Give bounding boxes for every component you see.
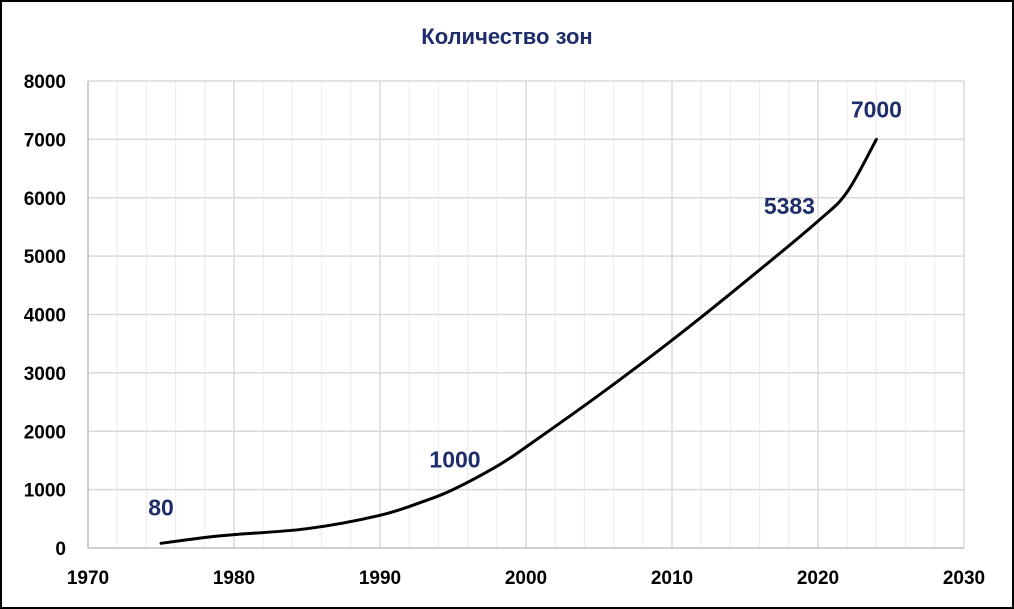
x-tick-label: 1990 [359,568,401,589]
y-tick-label: 3000 [24,364,66,385]
y-tick-label: 8000 [24,72,66,93]
x-tick-label: 2020 [797,568,839,589]
x-tick-label: 1970 [67,568,109,589]
y-tick-label: 0 [55,539,66,560]
x-tick-label: 2010 [651,568,693,589]
series-line [159,137,878,545]
axes [87,81,964,549]
data-label: 80 [148,494,174,520]
x-tick-label: 1980 [213,568,255,589]
data-labels: 80 1000 5383 7000 [148,96,902,520]
data-label: 7000 [851,96,902,122]
y-tick-label: 5000 [24,247,66,268]
y-tick-label: 4000 [24,306,66,327]
y-tick-label: 1000 [24,481,66,502]
y-tick-labels: 0 1000 2000 3000 4000 5000 6000 7000 8000 [24,72,66,560]
x-tick-label: 2030 [943,568,985,589]
series-group [159,137,878,545]
chart-title: Количество зон [421,24,592,49]
data-label: 5383 [764,193,815,219]
y-tick-label: 2000 [24,422,66,443]
x-tick-labels: 1970 1980 1990 2000 2010 2020 2030 [67,568,985,589]
y-tick-label: 7000 [24,130,66,151]
y-tick-label: 6000 [24,189,66,210]
data-label: 1000 [429,447,480,473]
major-grid [88,80,965,548]
x-tick-label: 2000 [505,568,547,589]
